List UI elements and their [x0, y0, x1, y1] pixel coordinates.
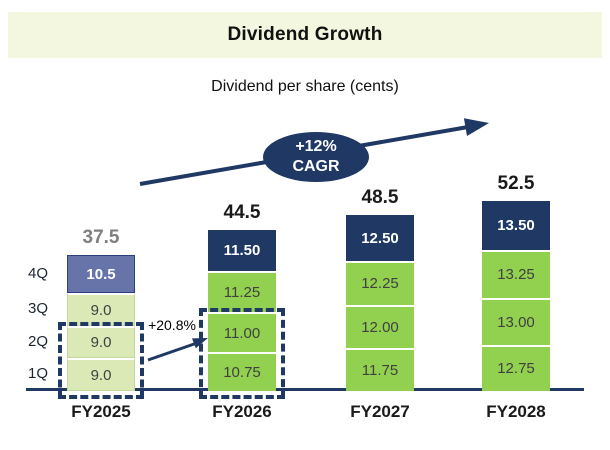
cagr-badge-line2: CAGR: [292, 158, 340, 175]
highlight-box-FY2025: [58, 321, 144, 399]
bar-total-FY2025: 37.5: [82, 227, 120, 249]
bar-segment-4Q-FY2028: 13.50: [482, 200, 550, 250]
bar-segment-3Q-FY2026: 11.25: [208, 271, 276, 313]
bar-segment-1Q-FY2025: 9.0: [67, 358, 135, 392]
cagr-badge-label: +12% CAGR: [263, 132, 369, 182]
bar-FY2025: 10.5 9.0 9.0 9.0: [67, 255, 135, 392]
bar-segment-4Q-FY2027: 12.50: [346, 215, 414, 261]
bar-segment-2Q-FY2027: 12.00: [346, 304, 414, 349]
bar-FY2026: 11.50 11.25 11.00 10.75: [208, 229, 276, 391]
growth-callout-label: +20.8%: [148, 317, 196, 333]
bar-segment-2Q-FY2026: 11.00: [208, 312, 276, 352]
bar-total-FY2027: 48.5: [361, 187, 399, 209]
bar-segment-3Q-FY2028: 13.25: [482, 249, 550, 298]
highlight-box-FY2026: [199, 308, 285, 399]
chart-subtitle: Dividend per share (cents): [211, 78, 399, 95]
bar-segment-1Q-FY2028: 12.75: [482, 344, 550, 391]
growth-arrow-line: [147, 341, 198, 362]
x-axis-label-FY2025: FY2025: [71, 402, 131, 421]
title-banner: Dividend Growth: [8, 12, 602, 58]
x-axis-label-FY2027: FY2027: [350, 402, 410, 421]
bar-FY2028: 13.50 13.25 13.00 12.75: [482, 200, 550, 391]
bar-total-FY2028: 52.5: [497, 172, 535, 194]
x-axis-line: [26, 388, 584, 391]
bar-segment-3Q-FY2027: 12.25: [346, 260, 414, 305]
trend-arrow-head: [463, 118, 489, 136]
x-axis-label-FY2026: FY2026: [212, 402, 272, 421]
x-axis-label-FY2028: FY2028: [486, 402, 546, 421]
bar-segment-4Q-FY2025: 10.5: [67, 255, 135, 294]
quarter-axis-label-3q: 3Q: [27, 300, 48, 317]
chart-title: Dividend Growth: [227, 24, 383, 45]
quarter-axis-label-2q: 2Q: [27, 333, 48, 350]
cagr-badge-line1: +12%: [295, 138, 337, 155]
bar-FY2027: 12.50 12.25 12.00 11.75: [346, 215, 414, 391]
bar-segment-4Q-FY2026: 11.50: [208, 229, 276, 272]
bar-segment-2Q-FY2025: 9.0: [67, 325, 135, 359]
bar-total-FY2026: 44.5: [223, 201, 261, 223]
quarter-axis-label-1q: 1Q: [27, 365, 48, 382]
bar-segment-1Q-FY2026: 10.75: [208, 351, 276, 391]
bar-segment-1Q-FY2027: 11.75: [346, 348, 414, 391]
quarter-axis-label-4q: 4Q: [27, 265, 48, 282]
bar-segment-2Q-FY2028: 13.00: [482, 297, 550, 345]
